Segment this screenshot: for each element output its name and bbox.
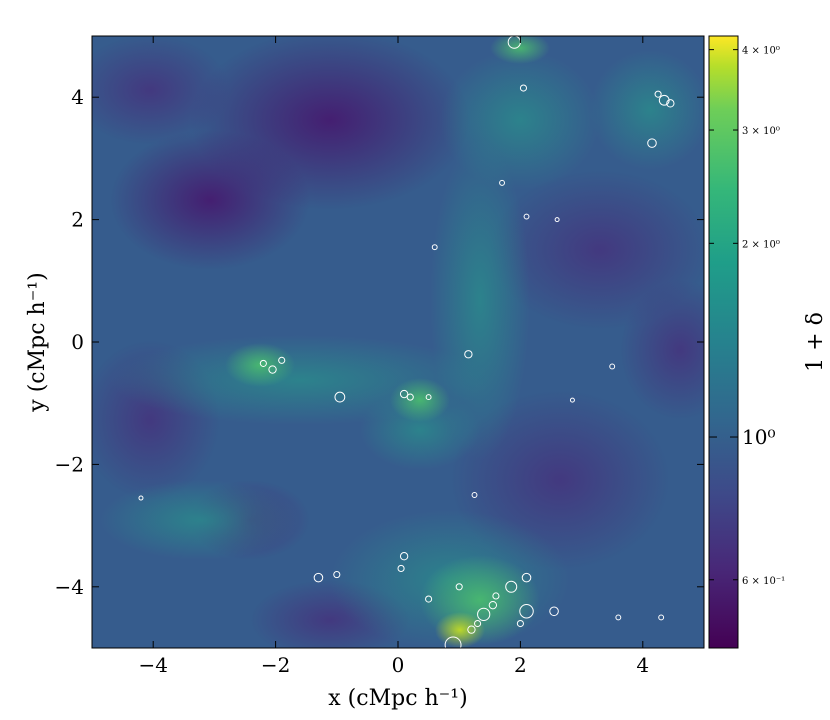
halo-circle (444, 636, 462, 648)
halo-circle (425, 394, 432, 401)
halo-circle (658, 614, 665, 621)
y-tick-label: 2 (71, 208, 84, 232)
halo-circle (516, 619, 524, 628)
halo-circle (399, 389, 409, 399)
halo-circle (492, 592, 500, 600)
halo-circle (549, 606, 559, 617)
filament-region (440, 50, 600, 190)
filament-region (360, 390, 480, 470)
y-axis-label: y (cMpc h⁻¹) (25, 272, 50, 412)
x-tick-label: −2 (261, 653, 290, 677)
colorbar-tick-label: 3 × 10⁰ (742, 126, 780, 137)
colorbar-tick-label: 2 × 10⁰ (742, 239, 780, 250)
density-field (92, 36, 704, 648)
halo-circle (467, 625, 476, 634)
halo-circle (505, 580, 518, 593)
halo-circle (488, 600, 498, 610)
y-tick-label: −2 (55, 452, 84, 476)
halo-circle (519, 84, 528, 92)
colorbar-ticks: 4 × 10⁰ 3 × 10⁰ 2 × 10⁰ 10⁰ 6 × 10⁻¹ (709, 46, 785, 587)
void-region (92, 36, 230, 145)
dense-knot (490, 36, 550, 64)
x-axis-label: x (cMpc h⁻¹) (328, 686, 467, 711)
colorbar-tick-label: 4 × 10⁰ (742, 46, 780, 57)
halo-circle (609, 363, 616, 370)
halo-circle (647, 138, 657, 148)
dense-knot (435, 612, 485, 648)
halo-circle (397, 564, 405, 573)
halo-circle (477, 607, 491, 621)
filament-region (100, 480, 300, 560)
halo-circle (268, 365, 277, 374)
x-tick-label: 2 (514, 653, 527, 677)
y-tick-label: 4 (71, 85, 84, 109)
y-axis: −4 −2 0 2 4 (55, 85, 704, 599)
halo-circle (569, 397, 575, 403)
halo-circle (138, 495, 144, 501)
colorbar-tick-label: 6 × 10⁻¹ (742, 576, 785, 587)
halo-circle (425, 595, 433, 603)
halo-circle (519, 604, 534, 619)
halo-markers (138, 36, 675, 648)
halo-circle (406, 393, 414, 401)
halo-circle (399, 552, 409, 561)
halo-circle (521, 572, 532, 583)
halo-circle (666, 99, 675, 108)
halo-circle (455, 583, 463, 591)
halo-circle (474, 619, 482, 628)
x-tick-label: −4 (138, 653, 167, 677)
y-tick-label: 0 (71, 330, 84, 354)
halo-circle (471, 492, 478, 498)
void-region (620, 280, 704, 420)
x-tick-label: 4 (636, 653, 649, 677)
colorbar (708, 35, 739, 649)
halo-circle (523, 213, 530, 220)
halo-circle (554, 217, 560, 223)
x-axis: −4 −2 0 2 4 (138, 36, 649, 677)
dense-knot (390, 378, 450, 422)
halo-circle (615, 614, 622, 621)
halo-circle (259, 359, 267, 367)
filament-region (430, 140, 530, 460)
halo-circle (464, 350, 473, 359)
halo-circle (431, 244, 438, 251)
x-tick-label: 0 (392, 653, 405, 677)
void-region (110, 130, 310, 270)
halo-circle (334, 391, 346, 403)
colorbar-tick-label: 10⁰ (742, 425, 775, 449)
halo-circle (278, 356, 286, 364)
halo-circle (313, 572, 324, 583)
dense-knot (225, 343, 295, 387)
halo-circle (499, 179, 505, 186)
y-tick-label: −4 (55, 575, 84, 599)
filament-region (590, 50, 704, 170)
halo-circle (333, 571, 341, 579)
halo-circle (654, 90, 662, 98)
colorbar-label: 1 + δ (803, 312, 828, 372)
